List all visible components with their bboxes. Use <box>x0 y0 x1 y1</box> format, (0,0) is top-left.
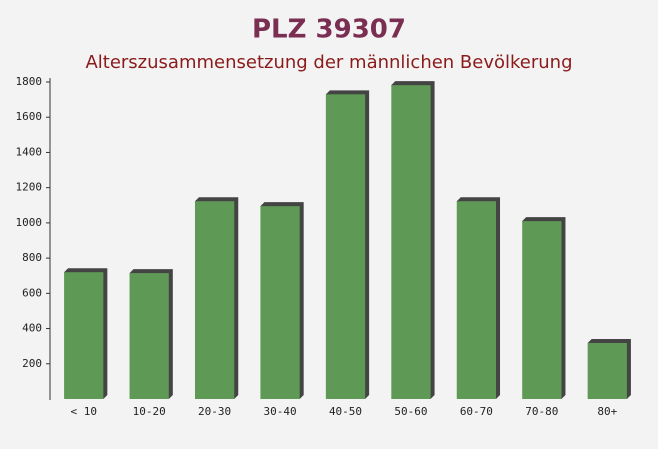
bar <box>391 85 431 400</box>
y-tick-label: 400 <box>22 322 42 335</box>
y-tick-label: 1400 <box>16 145 43 158</box>
x-tick-label: 70-80 <box>525 405 558 418</box>
x-tick-label: 60-70 <box>460 405 493 418</box>
y-tick-label: 200 <box>22 357 42 370</box>
chart-subtitle: Alterszusammensetzung der männlichen Bev… <box>85 52 572 73</box>
bar <box>522 221 562 399</box>
bar <box>456 201 497 399</box>
x-tick-label: 20-30 <box>198 405 231 418</box>
bar <box>194 201 235 399</box>
chart-title: PLZ 39307 <box>252 15 406 45</box>
x-tick-label: 10-20 <box>133 405 166 418</box>
bar <box>325 94 366 400</box>
x-tick-label: < 10 <box>70 405 97 418</box>
y-tick-label: 600 <box>22 286 42 299</box>
bar <box>587 342 627 399</box>
bar <box>260 206 300 399</box>
y-tick-label: 1600 <box>16 110 43 123</box>
x-tick-label: 50-60 <box>394 405 427 418</box>
bar <box>129 273 169 399</box>
x-tick-label: 30-40 <box>263 405 296 418</box>
bar <box>64 272 104 399</box>
y-tick-label: 1200 <box>16 181 43 194</box>
y-tick-label: 1800 <box>16 75 43 88</box>
x-tick-label: 80+ <box>597 405 617 418</box>
y-tick-label: 1000 <box>16 216 43 229</box>
y-tick-label: 800 <box>22 251 42 264</box>
x-tick-label: 40-50 <box>329 405 362 418</box>
